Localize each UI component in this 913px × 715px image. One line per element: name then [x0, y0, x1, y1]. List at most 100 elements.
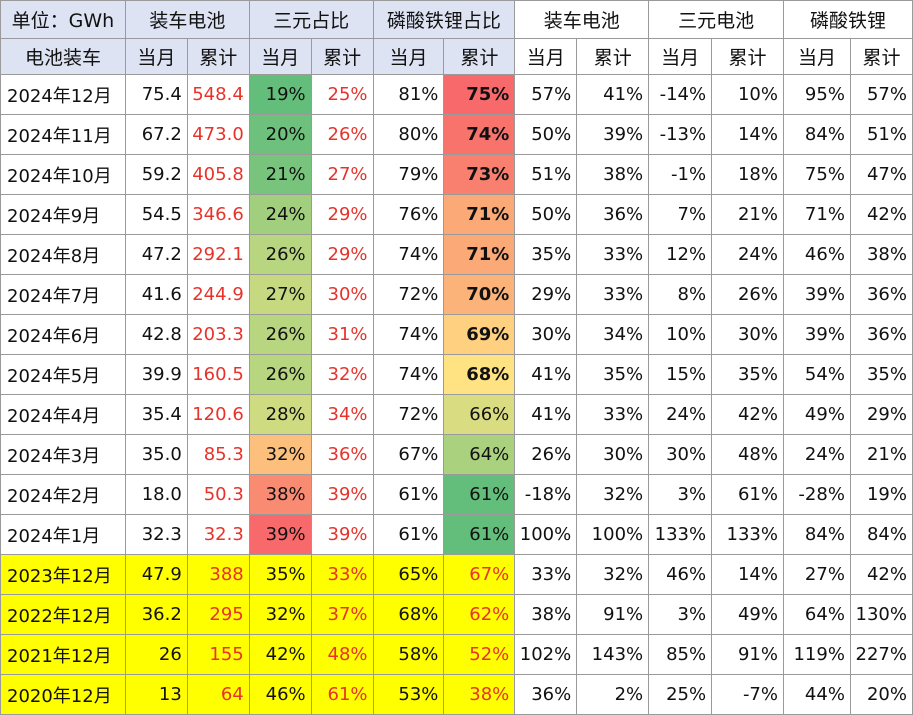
table-cell: 19%	[248, 74, 312, 115]
table-cell: 35%	[576, 354, 650, 395]
table-cell: 24%	[248, 194, 312, 235]
table-cell: 72%	[372, 394, 445, 435]
table-cell: 38%	[443, 674, 516, 715]
group-vehicle-battery-growth: 装车电池	[514, 0, 650, 39]
table-cell: 47.2	[124, 234, 188, 275]
table-cell: 64%	[443, 434, 516, 475]
table-cell: 203.3	[186, 314, 250, 355]
table-cell: 548.4	[186, 74, 250, 115]
sub-header: 当月	[783, 38, 851, 75]
table-cell: 61%	[310, 674, 374, 715]
table-cell: 100%	[576, 514, 650, 555]
table-cell: 14%	[711, 554, 784, 595]
table-cell: 36.2	[124, 594, 188, 635]
table-cell: 35.4	[124, 394, 188, 435]
table-cell: 34%	[310, 394, 374, 435]
table-cell: 68%	[443, 354, 516, 395]
table-cell: 53%	[372, 674, 445, 715]
row-label: 2024年2月	[0, 474, 126, 515]
table-cell: 74%	[372, 314, 445, 355]
table-cell: 70%	[443, 274, 516, 315]
table-cell: 28%	[248, 394, 312, 435]
table-cell: 15%	[648, 354, 713, 395]
table-cell: 32%	[248, 594, 312, 635]
table-cell: 130%	[849, 594, 913, 635]
table-cell: 38%	[514, 594, 578, 635]
table-cell: 39%	[576, 114, 650, 155]
table-cell: 64	[186, 674, 250, 715]
table-cell: 95%	[783, 74, 851, 115]
table-cell: 24%	[648, 394, 713, 435]
table-cell: 84%	[783, 114, 851, 155]
table-cell: 74%	[372, 354, 445, 395]
table-cell: 84%	[783, 514, 851, 555]
table-cell: 18.0	[124, 474, 188, 515]
table-cell: 102%	[514, 634, 578, 675]
table-row: 2022年12月 36.2 295 32% 37% 68% 62% 38% 91% 3% 49% 64…	[0, 594, 913, 635]
table-cell: 61%	[372, 474, 445, 515]
table-cell: 81%	[372, 74, 445, 115]
table-cell: 42.8	[124, 314, 188, 355]
table-cell: 35%	[514, 234, 578, 275]
table-cell: 32%	[576, 474, 650, 515]
table-cell: -14%	[648, 74, 713, 115]
table-cell: -18%	[514, 474, 578, 515]
table-cell: 51%	[514, 154, 578, 195]
table-cell: 35.0	[124, 434, 188, 475]
table-cell: 29%	[310, 234, 374, 275]
table-cell: 36%	[514, 674, 578, 715]
table-cell: 39%	[783, 274, 851, 315]
table-cell: 24%	[711, 234, 784, 275]
table-cell: 85.3	[186, 434, 250, 475]
table-cell: 74%	[372, 234, 445, 275]
table-cell: 30%	[576, 434, 650, 475]
table-cell: 119%	[783, 634, 851, 675]
row-label: 2021年12月	[0, 634, 126, 675]
table-cell: 42%	[248, 634, 312, 675]
table-cell: 76%	[372, 194, 445, 235]
group-ternary-share: 三元占比	[248, 0, 374, 39]
table-cell: 57%	[849, 74, 913, 115]
table-cell: 33%	[576, 274, 650, 315]
table-cell: 69%	[443, 314, 516, 355]
table-cell: 65%	[372, 554, 445, 595]
table-row: 2024年12月 75.4 548.4 19% 25% 81% 75% 57% 41% -14% 1…	[0, 74, 913, 115]
table-cell: 71%	[443, 194, 516, 235]
table-row: 2024年8月 47.2 292.1 26% 29% 74% 71% 35% 33% 12% 24%…	[0, 234, 913, 275]
table-cell: 68%	[372, 594, 445, 635]
table-cell: 38%	[576, 154, 650, 195]
table-cell: 29%	[849, 394, 913, 435]
table-cell: 14%	[711, 114, 784, 155]
table-cell: 32.3	[186, 514, 250, 555]
table-cell: 48%	[310, 634, 374, 675]
table-cell: 32%	[248, 434, 312, 475]
table-row: 2021年12月 26 155 42% 48% 58% 52% 102% 143% 85% 91% 1…	[0, 634, 913, 675]
table-cell: 27%	[783, 554, 851, 595]
table-cell: 295	[186, 594, 250, 635]
table-cell: 52%	[443, 634, 516, 675]
table-row: 2020年12月 13 64 46% 61% 53% 38% 36% 2% 25% -7% 44% 20…	[0, 674, 913, 715]
table-cell: 39%	[248, 514, 312, 555]
row-label: 2024年12月	[0, 74, 126, 115]
row-label: 2024年8月	[0, 234, 126, 275]
table-cell: 33%	[310, 554, 374, 595]
sub-header: 累计	[310, 38, 374, 75]
table-cell: 30%	[310, 274, 374, 315]
table-row: 2024年10月 59.2 405.8 21% 27% 79% 73% 51% 38% -1% 18…	[0, 154, 913, 195]
sub-header: 累计	[186, 38, 250, 75]
table-cell: 35%	[849, 354, 913, 395]
table-cell: 143%	[576, 634, 650, 675]
table-row: 2024年11月 67.2 473.0 20% 26% 80% 74% 50% 39% -13% 1…	[0, 114, 913, 155]
row-label: 2024年5月	[0, 354, 126, 395]
table-cell: 405.8	[186, 154, 250, 195]
table-cell: 54%	[783, 354, 851, 395]
table-cell: 8%	[648, 274, 713, 315]
table-cell: 75%	[783, 154, 851, 195]
table-cell: 62%	[443, 594, 516, 635]
table-cell: 51%	[849, 114, 913, 155]
table-cell: 30%	[711, 314, 784, 355]
table-cell: 31%	[310, 314, 374, 355]
unit-label: 单位：GWh	[0, 0, 126, 39]
table-cell: 24%	[783, 434, 851, 475]
group-vehicle-battery: 装车电池	[124, 0, 250, 39]
